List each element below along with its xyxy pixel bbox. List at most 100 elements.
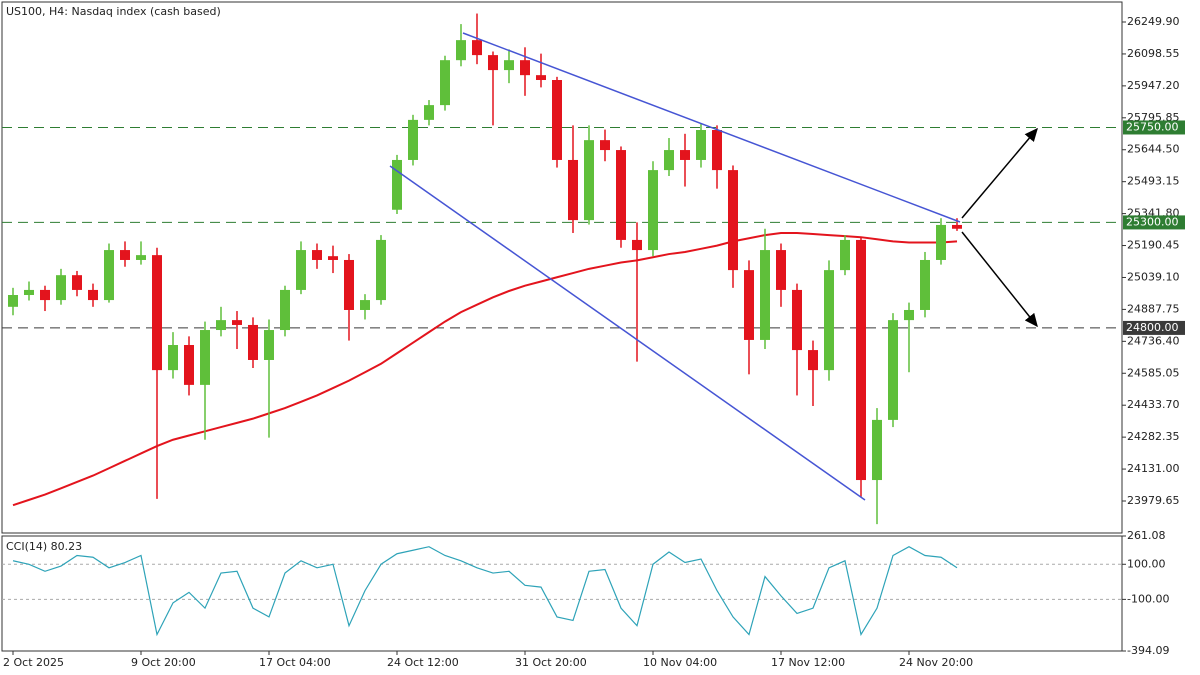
candle-body xyxy=(952,224,962,229)
x-tick-label: 9 Oct 20:00 xyxy=(131,656,196,669)
candle-body xyxy=(824,270,834,371)
candle-body xyxy=(408,119,418,160)
candle-body xyxy=(456,40,466,61)
candle-body xyxy=(712,130,722,171)
candle-body xyxy=(232,320,242,325)
candle-body xyxy=(40,289,50,301)
y-tick-label: 25190.45 xyxy=(1127,239,1180,252)
candle-body xyxy=(344,259,354,310)
candle-body xyxy=(760,250,770,340)
y-tick-label: 25644.50 xyxy=(1127,143,1180,156)
price-panel xyxy=(1,1,1123,534)
level-label: 25300.00 xyxy=(1126,215,1179,228)
y-tick-label: -394.09 xyxy=(1127,644,1169,657)
candle-body xyxy=(216,320,226,331)
y-tick-label: 25947.20 xyxy=(1127,79,1180,92)
candle-body xyxy=(24,289,34,296)
arrow-down xyxy=(961,231,1038,328)
level-label: 25750.00 xyxy=(1126,120,1179,133)
candle-body xyxy=(56,275,66,301)
candle-body xyxy=(552,80,562,160)
candle-body xyxy=(104,250,114,301)
x-tick-label: 24 Oct 12:00 xyxy=(387,656,459,669)
level-label-box xyxy=(1123,320,1185,335)
candle-body xyxy=(248,324,258,360)
candle-body xyxy=(504,60,514,71)
y-tick-label: 25493.15 xyxy=(1127,175,1180,188)
cci-panel xyxy=(1,535,1123,652)
moving-average xyxy=(12,231,958,507)
level-label-box xyxy=(1123,120,1185,135)
candle-body xyxy=(792,289,802,351)
y-tick-label: 26249.90 xyxy=(1127,15,1180,28)
candle-body xyxy=(360,300,370,310)
candle-body xyxy=(936,224,946,260)
candle-body xyxy=(840,239,850,271)
candle-body xyxy=(744,270,754,340)
y-tick-label: 24282.35 xyxy=(1127,430,1180,443)
candle-body xyxy=(440,60,450,106)
candle-body xyxy=(584,140,594,221)
candle-body xyxy=(696,130,706,160)
candle-body xyxy=(616,150,626,240)
y-tick-label: 261.08 xyxy=(1127,529,1166,542)
candle-body xyxy=(808,350,818,371)
candle-body xyxy=(152,255,162,371)
candle-body xyxy=(888,320,898,420)
candle-body xyxy=(536,75,546,81)
x-tick-label: 24 Nov 20:00 xyxy=(899,656,973,669)
candle-body xyxy=(680,150,690,160)
y-tick-label: 100.00 xyxy=(1127,557,1166,570)
candle-body xyxy=(856,239,866,481)
candle-body xyxy=(648,170,658,251)
candle-body xyxy=(200,330,210,385)
candle-body xyxy=(264,330,274,360)
cci-line xyxy=(12,546,958,637)
x-tick-label: 17 Nov 12:00 xyxy=(771,656,845,669)
candle-body xyxy=(280,289,290,331)
level-label-box xyxy=(1123,215,1185,230)
x-tick-label: 17 Oct 04:00 xyxy=(259,656,331,669)
candle-body xyxy=(296,250,306,290)
candle-body xyxy=(520,60,530,76)
candle-body xyxy=(472,40,482,56)
level-label: 24800.00 xyxy=(1126,321,1179,334)
candle-body xyxy=(568,159,578,221)
arrow-up xyxy=(961,127,1038,219)
candle-body xyxy=(88,289,98,301)
candle-body xyxy=(600,140,610,151)
candle-body xyxy=(136,255,146,260)
candle-body xyxy=(488,55,498,71)
x-tick-label: 2 Oct 2025 xyxy=(3,656,64,669)
candle-body xyxy=(424,105,434,120)
candle-body xyxy=(8,295,18,307)
candle-body xyxy=(312,250,322,260)
x-tick-label: 10 Nov 04:00 xyxy=(643,656,717,669)
y-tick-label: 23979.65 xyxy=(1127,494,1180,507)
candle-body xyxy=(728,170,738,271)
cci-title: CCI(14) 80.23 xyxy=(6,540,82,553)
candle-body xyxy=(120,250,130,260)
plot-area xyxy=(2,13,1122,637)
candle-body xyxy=(776,250,786,290)
candle-body xyxy=(632,239,642,251)
candle-body xyxy=(328,256,338,260)
y-tick-label: 24736.40 xyxy=(1127,334,1180,347)
candle-body xyxy=(392,159,402,210)
x-tick-label: 31 Oct 20:00 xyxy=(515,656,587,669)
candle-body xyxy=(168,345,178,371)
y-tick-label: 26098.55 xyxy=(1127,47,1180,60)
candle-body xyxy=(72,275,82,290)
y-tick-label: -100.00 xyxy=(1127,592,1169,605)
candle-body xyxy=(664,150,674,171)
candle-body xyxy=(376,239,386,301)
trendline xyxy=(389,165,866,501)
y-tick-label: 24585.05 xyxy=(1127,366,1180,379)
chart-title: US100, H4: Nasdaq index (cash based) xyxy=(6,5,221,18)
y-tick-label: 24131.00 xyxy=(1127,462,1180,475)
trendline xyxy=(462,32,961,223)
y-tick-label: 24887.75 xyxy=(1127,302,1180,315)
candle-body xyxy=(872,419,882,481)
